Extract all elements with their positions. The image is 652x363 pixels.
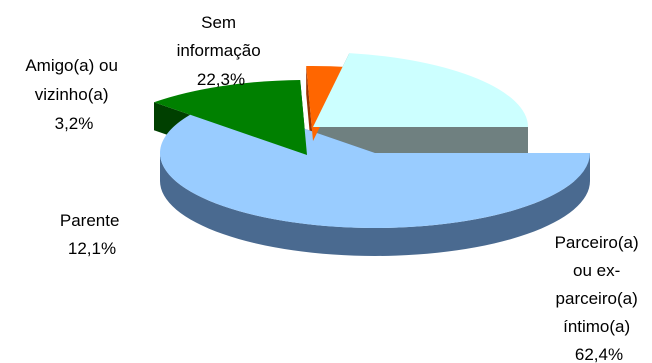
- slice-sem-informacao-cut-face-2: [313, 127, 528, 155]
- pie-slices: [154, 53, 591, 256]
- slice-parceiro-rim-1: [160, 153, 590, 256]
- slice-label-amigo-value: 3,2%: [55, 114, 94, 133]
- slice-label-sem-informacao: Sem informação 22,3%: [177, 13, 266, 89]
- slice-parente-top: [154, 80, 307, 155]
- slice-label-amigo-line-2: vizinho(a): [35, 85, 109, 104]
- slice-label-parceiro-line-2: ou ex-: [573, 261, 620, 280]
- slice-label-parente-value: 12,1%: [68, 239, 116, 258]
- slice-label-amigo-line-1: Amigo(a) ou: [25, 56, 118, 75]
- slice-label-parente-line-1: Parente: [60, 211, 120, 230]
- slice-label-parceiro-value: 62,4%: [575, 345, 623, 363]
- slice-label-parente: Parente 12,1%: [60, 211, 124, 258]
- slice-label-sem-informacao-line-2: informação: [177, 41, 261, 60]
- slice-label-amigo: Amigo(a) ou vizinho(a) 3,2%: [25, 56, 122, 133]
- slice-label-sem-informacao-line-1: Sem: [201, 13, 236, 32]
- slice-label-parceiro-line-1: Parceiro(a): [555, 233, 639, 252]
- slice-label-sem-informacao-value: 22,3%: [197, 70, 245, 89]
- slice-label-parceiro: Parceiro(a) ou ex- parceiro(a) íntimo(a)…: [555, 233, 644, 363]
- slice-label-parceiro-line-3: parceiro(a): [556, 289, 638, 308]
- slice-label-parceiro-line-4: íntimo(a): [563, 317, 630, 336]
- slice-sem-informacao-top: [313, 53, 528, 127]
